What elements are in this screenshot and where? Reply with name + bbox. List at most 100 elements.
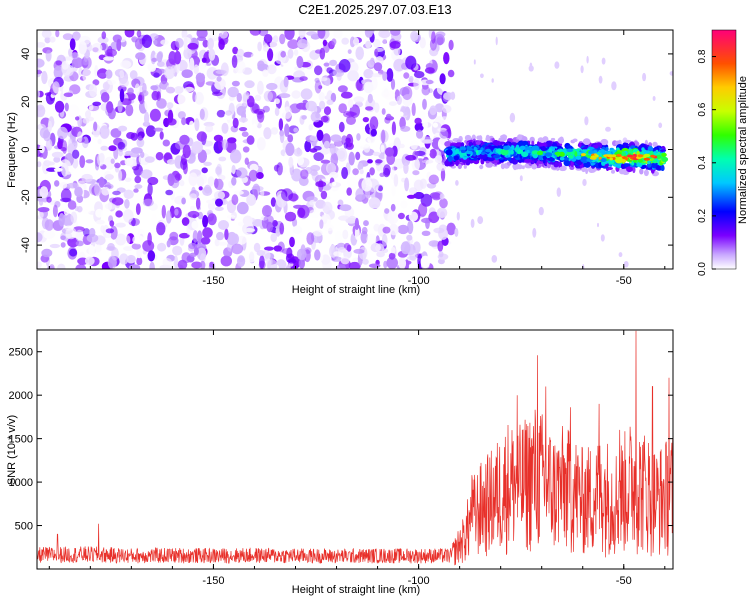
noise-cell [179,134,190,145]
noise-cell [236,167,248,179]
noise-cell [319,47,326,60]
signal-cell [460,142,465,148]
signal-cell [473,146,477,151]
noise-cell [149,108,161,122]
noise-cell [221,139,228,150]
noise-cell [369,116,379,131]
noise-cell [336,147,348,162]
noise-cell [426,149,431,155]
noise-cell [297,38,309,49]
noise-cell [391,121,396,136]
noise-cell [120,60,132,69]
noise-cell [134,184,143,189]
signal-cell [455,160,459,167]
noise-cell [178,232,190,239]
noise-cell [287,48,294,59]
noise-cell [119,88,125,103]
noise-cell [339,204,352,212]
noise-cell [187,42,199,50]
noise-cell [293,148,303,157]
noise-cell [433,227,445,234]
noise-cell [214,77,226,90]
noise-cell [128,264,141,269]
noise-cell [308,124,314,131]
noise-cell [367,60,375,68]
noise-cell [231,176,237,186]
noise-cell [93,121,98,132]
noise-cell [199,108,205,120]
noise-cell [160,39,169,46]
noise-cell [397,224,409,235]
noise-cell [390,203,396,212]
noise-cell [136,127,145,141]
noise-cell [220,255,232,267]
noise-cell [238,117,248,123]
noise-cell [354,217,359,230]
noise-cell [179,179,185,187]
noise-cell [183,36,188,51]
noise-cell [191,220,199,230]
noise-cell [333,251,342,257]
noise-cell [161,204,166,219]
noise-cell [348,151,355,166]
noise-cell [107,243,115,251]
noise-cell [39,211,44,218]
noise-cell [279,222,285,235]
noise-cell [276,162,283,176]
noise-cell [174,173,182,181]
noise-cell [104,174,114,180]
noise-cell [368,197,381,209]
noise-cell [81,209,91,214]
noise-cell [331,38,337,46]
noise-cell [231,55,238,68]
noise-cell [256,137,266,151]
noise-cell [206,199,215,204]
noise-cell [285,142,295,156]
signal-cell [557,137,565,144]
noise-cell [618,252,623,258]
figure-title: C2E1.2025.297.07.03.E13 [298,2,451,17]
noise-cell [37,207,50,213]
y-tick-label: 0 [20,146,32,152]
noise-cell [215,69,227,75]
colorbar: 0.0 0.2 0.4 0.6 0.8 Normalized spectral ampl… [697,29,749,276]
noise-cell [44,36,51,44]
noise-cell [45,49,52,62]
noise-cell [41,248,53,258]
noise-cell [135,203,141,216]
noise-cell [55,30,60,38]
noise-cell [319,77,328,82]
noise-cell [150,85,158,91]
noise-cell [298,258,305,269]
y-tick-label: 40 [20,48,32,60]
noise-cell [129,70,138,80]
noise-cell [400,125,411,132]
noise-cell [126,254,136,264]
noise-cell [257,63,270,72]
noise-cell [353,96,365,103]
noise-cell [405,154,417,161]
noise-cell [190,205,196,211]
signal-cell [485,137,491,142]
noise-cell [347,49,352,54]
noise-cell [82,117,90,124]
noise-cell [263,127,272,140]
noise-cell [194,91,204,105]
noise-cell [174,208,179,216]
noise-cell [314,80,322,94]
noise-cell [153,39,158,46]
noise-cell [67,237,79,248]
noise-cell [509,112,516,123]
noise-cell [374,102,380,113]
noise-cell [387,211,399,225]
noise-cell [382,71,388,81]
noise-cell [421,139,434,144]
noise-cell [365,106,374,111]
noise-cell [408,77,413,83]
noise-cell [322,224,334,232]
noise-cell [46,196,52,203]
noise-cell [386,256,398,269]
signal-cell [521,151,529,158]
spectrogram-panel: -150 -100 -50 -40 -20 0 20 40 Height of straigh… [6,29,674,296]
signal-cell [486,157,495,162]
